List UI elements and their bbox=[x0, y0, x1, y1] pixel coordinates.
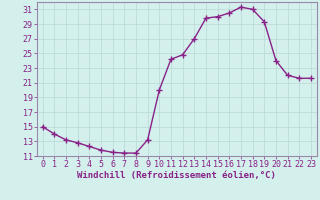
X-axis label: Windchill (Refroidissement éolien,°C): Windchill (Refroidissement éolien,°C) bbox=[77, 171, 276, 180]
